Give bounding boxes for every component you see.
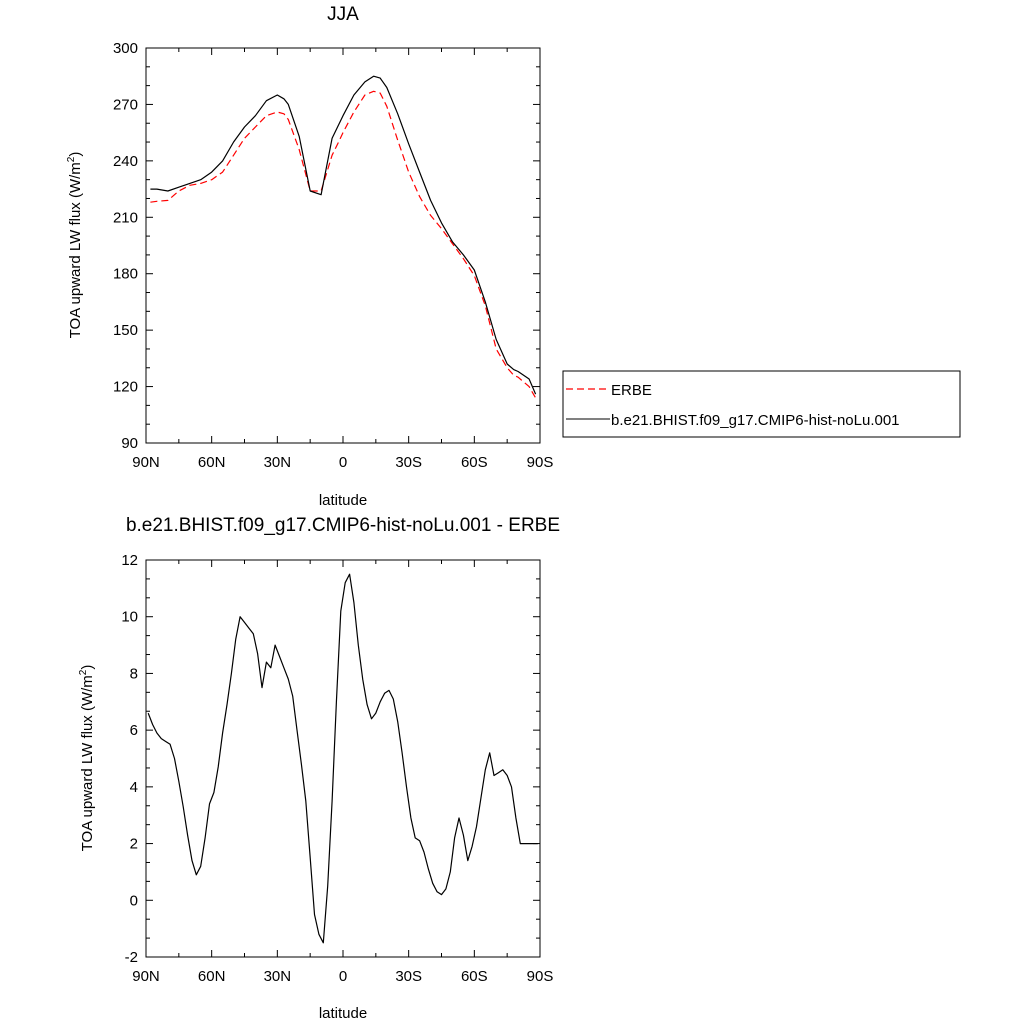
- y-tick-label: 90: [121, 435, 138, 452]
- x-tick-label: 30S: [395, 454, 422, 471]
- x-tick-label: 30N: [264, 454, 292, 471]
- series-line-difference: [147, 573, 538, 944]
- top-x-axis-label: latitude: [319, 492, 367, 509]
- y-tick-label: 180: [113, 266, 138, 283]
- bottom-y-axis-label: TOA upward LW flux (W/m2): [78, 665, 96, 852]
- x-tick-label: 90S: [527, 968, 554, 985]
- bottom-panel: b.e21.BHIST.f09_g17.CMIP6-hist-noLu.001 …: [78, 515, 560, 1022]
- y-tick-label: 240: [113, 153, 138, 170]
- y-tick-label: 210: [113, 209, 138, 226]
- bottom-y-axis-label-sup: 2: [78, 669, 89, 675]
- top-y-axis-label: TOA upward LW flux (W/m2): [66, 152, 84, 339]
- x-tick-label: 90N: [132, 968, 160, 985]
- y-tick-label: 2: [130, 836, 138, 853]
- bottom-axis-ticks: 90N 60N 30N 0 30S 60S 90S -2 0 2 4 6 8 10 12: [121, 552, 553, 985]
- bottom-series-lines: [147, 573, 538, 944]
- x-tick-label: 60N: [198, 454, 226, 471]
- series-line-erbe: [150, 90, 537, 399]
- bottom-y-axis-label-end: ): [79, 665, 96, 670]
- top-series-lines: [150, 75, 537, 399]
- x-tick-label: 60N: [198, 968, 226, 985]
- x-tick-label: 30N: [264, 968, 292, 985]
- y-tick-label: 150: [113, 322, 138, 339]
- bottom-y-axis-label-main: TOA upward LW flux (W/m: [79, 675, 96, 851]
- legend-label-model: b.e21.BHIST.f09_g17.CMIP6-hist-noLu.001: [611, 412, 900, 429]
- x-tick-label: 0: [339, 454, 347, 471]
- y-tick-label: 270: [113, 96, 138, 113]
- x-tick-label: 60S: [461, 454, 488, 471]
- bottom-x-axis-label: latitude: [319, 1005, 367, 1022]
- y-tick-label: 6: [130, 722, 138, 739]
- top-y-axis-label-main: TOA upward LW flux (W/m: [67, 162, 84, 338]
- series-line-model: [150, 75, 537, 395]
- y-tick-label: 4: [130, 779, 138, 796]
- top-y-axis-label-sup: 2: [66, 156, 77, 162]
- top-y-axis-label-end: ): [67, 152, 84, 157]
- y-tick-label: 120: [113, 379, 138, 396]
- top-plot-frame: [145, 47, 541, 444]
- y-tick-label: 8: [130, 665, 138, 682]
- x-tick-label: 30S: [395, 968, 422, 985]
- top-axis-ticks: 90N 60N 30N 0 30S 60S 90S 90 120 150 180 210 240 270 3…: [113, 40, 553, 471]
- y-tick-label: 0: [130, 892, 138, 909]
- y-tick-label: 12: [121, 552, 138, 569]
- legend-box: [562, 370, 961, 438]
- y-tick-label: -2: [125, 949, 138, 966]
- x-tick-label: 0: [339, 968, 347, 985]
- top-panel: JJA 90N 60N 30N 0 30S 60S 90S 90 120 150 180 210 240…: [66, 4, 961, 509]
- x-tick-label: 90N: [132, 454, 160, 471]
- x-tick-label: 60S: [461, 968, 488, 985]
- y-tick-label: 10: [121, 609, 138, 626]
- x-tick-label: 90S: [527, 454, 554, 471]
- top-chart-title: JJA: [327, 4, 359, 25]
- y-tick-label: 300: [113, 40, 138, 57]
- bottom-chart-title: b.e21.BHIST.f09_g17.CMIP6-hist-noLu.001 …: [126, 515, 560, 536]
- legend-label-erbe: ERBE: [611, 382, 652, 399]
- bottom-plot-frame: [145, 559, 541, 958]
- legend: ERBE b.e21.BHIST.f09_g17.CMIP6-hist-noLu…: [562, 370, 961, 438]
